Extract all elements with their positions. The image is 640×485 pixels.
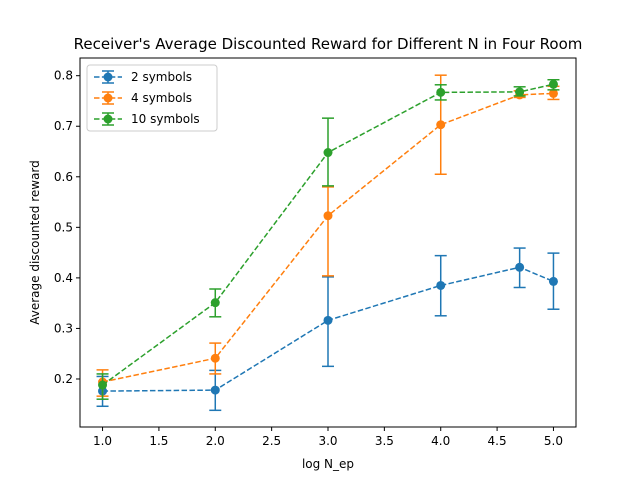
plot-marks [96,74,560,412]
series-line [102,92,554,383]
x-tick-label: 3.5 [375,434,394,448]
data-point [548,276,558,286]
data-point [323,315,333,325]
legend: 2 symbols 4 symbols 10 symbols [86,64,218,132]
y-tick-label: 0.7 [54,119,73,133]
x-tick-label: 1.0 [93,434,112,448]
series-1 [96,247,560,412]
legend-label: 10 symbols [131,112,200,126]
x-tick-label: 5.0 [544,434,563,448]
x-axis: 1.0 1.5 2.0 2.5 3.0 3.5 4.0 4.5 5.0 [93,427,563,448]
legend-label: 4 symbols [131,91,192,105]
data-point [548,79,558,89]
x-tick-label: 3.0 [318,434,337,448]
legend-item: 2 symbols [94,70,192,84]
x-axis-label: log N_ep [302,457,354,471]
data-point [210,385,220,395]
y-tick-label: 0.8 [54,69,73,83]
series-line [102,266,554,392]
y-tick-label: 0.4 [54,271,73,285]
data-point [98,380,108,390]
x-tick-label: 1.5 [149,434,168,448]
data-point [210,298,220,308]
x-tick-label: 2.0 [206,434,225,448]
y-tick-label: 0.2 [54,372,73,386]
legend-label: 2 symbols [131,70,192,84]
data-point [436,87,446,97]
series-3 [96,78,560,400]
legend-item: 4 symbols [94,91,192,105]
legend-marker [103,72,113,82]
y-axis-label: Average discounted reward [28,160,42,325]
y-tick-label: 0.3 [54,321,73,335]
y-tick-label: 0.6 [54,170,73,184]
data-point [515,262,525,272]
legend-marker [103,114,113,124]
legend-box [86,64,218,132]
legend-item: 10 symbols [94,112,200,126]
chart-title: Receiver's Average Discounted Reward for… [74,35,583,53]
data-point [515,87,525,97]
data-point [323,211,333,221]
x-tick-label: 4.5 [488,434,507,448]
series-line [102,83,554,386]
data-point [548,88,558,98]
y-tick-label: 0.5 [54,220,73,234]
legend-marker [103,93,113,103]
x-tick-label: 4.0 [431,434,450,448]
data-point [323,148,333,158]
data-point [210,353,220,363]
data-point [436,120,446,130]
y-axis: 0.2 0.3 0.4 0.5 0.6 0.7 0.8 [54,69,80,386]
x-tick-label: 2.5 [262,434,281,448]
data-point [436,280,446,290]
